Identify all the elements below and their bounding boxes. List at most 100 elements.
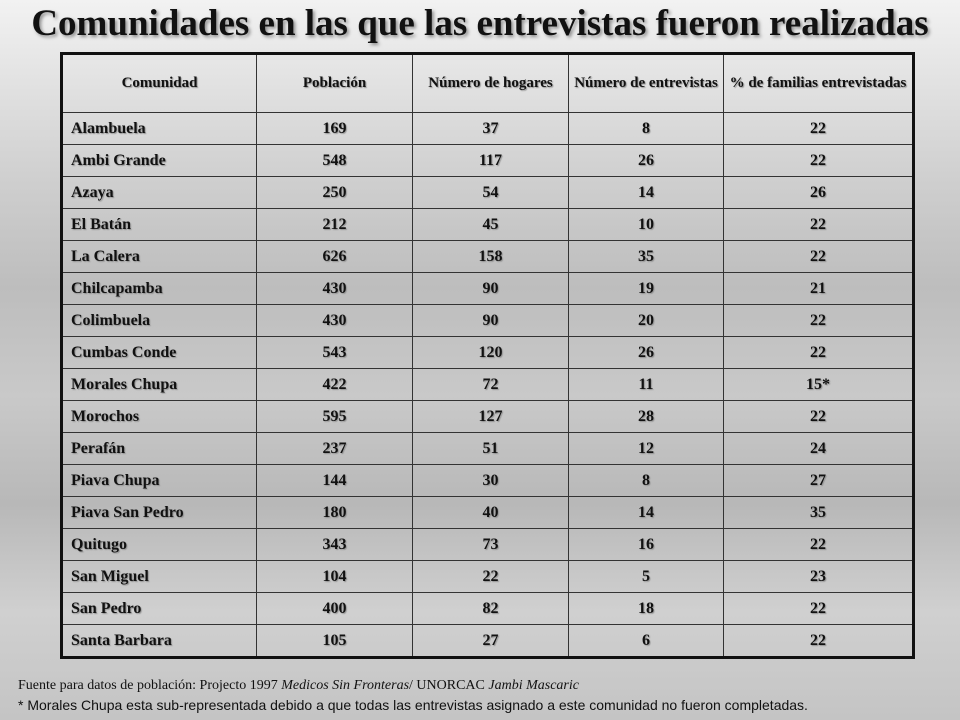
table-cell: 6 [568, 624, 724, 658]
table-cell: 35 [723, 496, 914, 529]
table-row: Colimbuela 430 90 20 22 [61, 304, 914, 337]
table-cell: El Batán [61, 208, 257, 241]
table-row: Piava San Pedro 180 40 14 35 [61, 496, 914, 529]
table-cell: 26 [568, 144, 724, 177]
table-cell: Ambi Grande [61, 144, 257, 177]
table-row: El Batán 212 45 10 22 [61, 208, 914, 241]
table-cell: 104 [256, 560, 413, 593]
table-cell: 22 [723, 528, 914, 561]
table-cell: Cumbas Conde [61, 336, 257, 369]
table-row: Perafán 237 51 12 24 [61, 432, 914, 465]
table-header-row: Comunidad Población Número de hogares Nú… [61, 53, 914, 113]
table-cell: 169 [256, 112, 413, 145]
table-cell: 22 [723, 336, 914, 369]
table-cell: La Calera [61, 240, 257, 273]
table-row: San Pedro 400 82 18 22 [61, 592, 914, 625]
table-cell: 22 [723, 624, 914, 658]
table-cell: 8 [568, 112, 724, 145]
table-cell: 548 [256, 144, 413, 177]
table-row: Piava Chupa 144 30 8 27 [61, 464, 914, 497]
table-cell: Piava San Pedro [61, 496, 257, 529]
table-row: Cumbas Conde 543 120 26 22 [61, 336, 914, 369]
table-row: Morales Chupa 422 72 11 15* [61, 368, 914, 401]
slide-title: Comunidades en las que las entrevistas f… [31, 3, 929, 44]
table-cell: 22 [723, 592, 914, 625]
source-org1: Medicos Sin Fronteras [281, 678, 410, 693]
table-cell: 35 [568, 240, 724, 273]
table-cell: 422 [256, 368, 413, 401]
table-cell: 90 [412, 272, 569, 305]
table-row: Ambi Grande 548 117 26 22 [61, 144, 914, 177]
header-poblacion: Población [256, 53, 413, 113]
table-row: Alambuela 169 37 8 22 [61, 112, 914, 145]
table-cell: Alambuela [61, 112, 257, 145]
table-cell: 430 [256, 304, 413, 337]
table-cell: 105 [256, 624, 413, 658]
table-cell: 15* [723, 368, 914, 401]
table-body: Alambuela 169 37 8 22 Ambi Grande 548 117 26 22 Az… [61, 112, 914, 658]
table-cell: 82 [412, 592, 569, 625]
table-cell: 22 [723, 112, 914, 145]
table-cell: 22 [723, 304, 914, 337]
table-cell: Perafán [61, 432, 257, 465]
table-cell: 26 [568, 336, 724, 369]
table-row: Chilcapamba 430 90 19 21 [61, 272, 914, 305]
table-cell: 21 [723, 272, 914, 305]
table-cell: 22 [723, 400, 914, 433]
table-cell: 11 [568, 368, 724, 401]
table-cell: 117 [412, 144, 569, 177]
table-cell: 28 [568, 400, 724, 433]
table-cell: 250 [256, 176, 413, 209]
table-cell: 12 [568, 432, 724, 465]
table-cell: 595 [256, 400, 413, 433]
table-cell: Piava Chupa [61, 464, 257, 497]
table-cell: 22 [723, 208, 914, 241]
table-cell: 212 [256, 208, 413, 241]
table-cell: 16 [568, 528, 724, 561]
table-cell: 14 [568, 176, 724, 209]
table-cell: 26 [723, 176, 914, 209]
table-row: Quitugo 343 73 16 22 [61, 528, 914, 561]
table-cell: 20 [568, 304, 724, 337]
table-cell: 23 [723, 560, 914, 593]
table-cell: 27 [412, 624, 569, 658]
table-cell: 626 [256, 240, 413, 273]
source-sep: / UNORCAC [409, 678, 489, 693]
source-prefix: Fuente para datos de población: Projecto… [18, 678, 282, 693]
table-cell: Morales Chupa [61, 368, 257, 401]
table-row: La Calera 626 158 35 22 [61, 240, 914, 273]
table-cell: 40 [412, 496, 569, 529]
table-cell: 543 [256, 336, 413, 369]
table-cell: 144 [256, 464, 413, 497]
table-cell: 14 [568, 496, 724, 529]
table-cell: Morochos [61, 400, 257, 433]
header-comunidad: Comunidad [61, 53, 257, 113]
table-cell: 90 [412, 304, 569, 337]
table-cell: 51 [412, 432, 569, 465]
table-cell: 30 [412, 464, 569, 497]
table-cell: 72 [412, 368, 569, 401]
table-cell: 73 [412, 528, 569, 561]
table-cell: 180 [256, 496, 413, 529]
table-cell: Santa Barbara [61, 624, 257, 658]
table-cell: 430 [256, 272, 413, 305]
table-cell: 27 [723, 464, 914, 497]
table-cell: 120 [412, 336, 569, 369]
table-cell: 24 [723, 432, 914, 465]
table-cell: 54 [412, 176, 569, 209]
table-row: Azaya 250 54 14 26 [61, 176, 914, 209]
communities-table: Comunidad Población Número de hogares Nú… [60, 52, 915, 659]
source-note: Fuente para datos de población: Projecto… [18, 678, 579, 694]
table-cell: 237 [256, 432, 413, 465]
table-cell: 19 [568, 272, 724, 305]
footnote: * Morales Chupa esta sub-representada de… [18, 697, 808, 713]
table-cell: 400 [256, 592, 413, 625]
table-cell: 37 [412, 112, 569, 145]
header-hogares: Número de hogares [412, 53, 569, 113]
table-cell: 8 [568, 464, 724, 497]
table-row: San Miguel 104 22 5 23 [61, 560, 914, 593]
table-cell: 343 [256, 528, 413, 561]
header-porcentaje: % de familias entrevistadas [723, 53, 914, 113]
table-cell: 158 [412, 240, 569, 273]
table-cell: 22 [723, 240, 914, 273]
